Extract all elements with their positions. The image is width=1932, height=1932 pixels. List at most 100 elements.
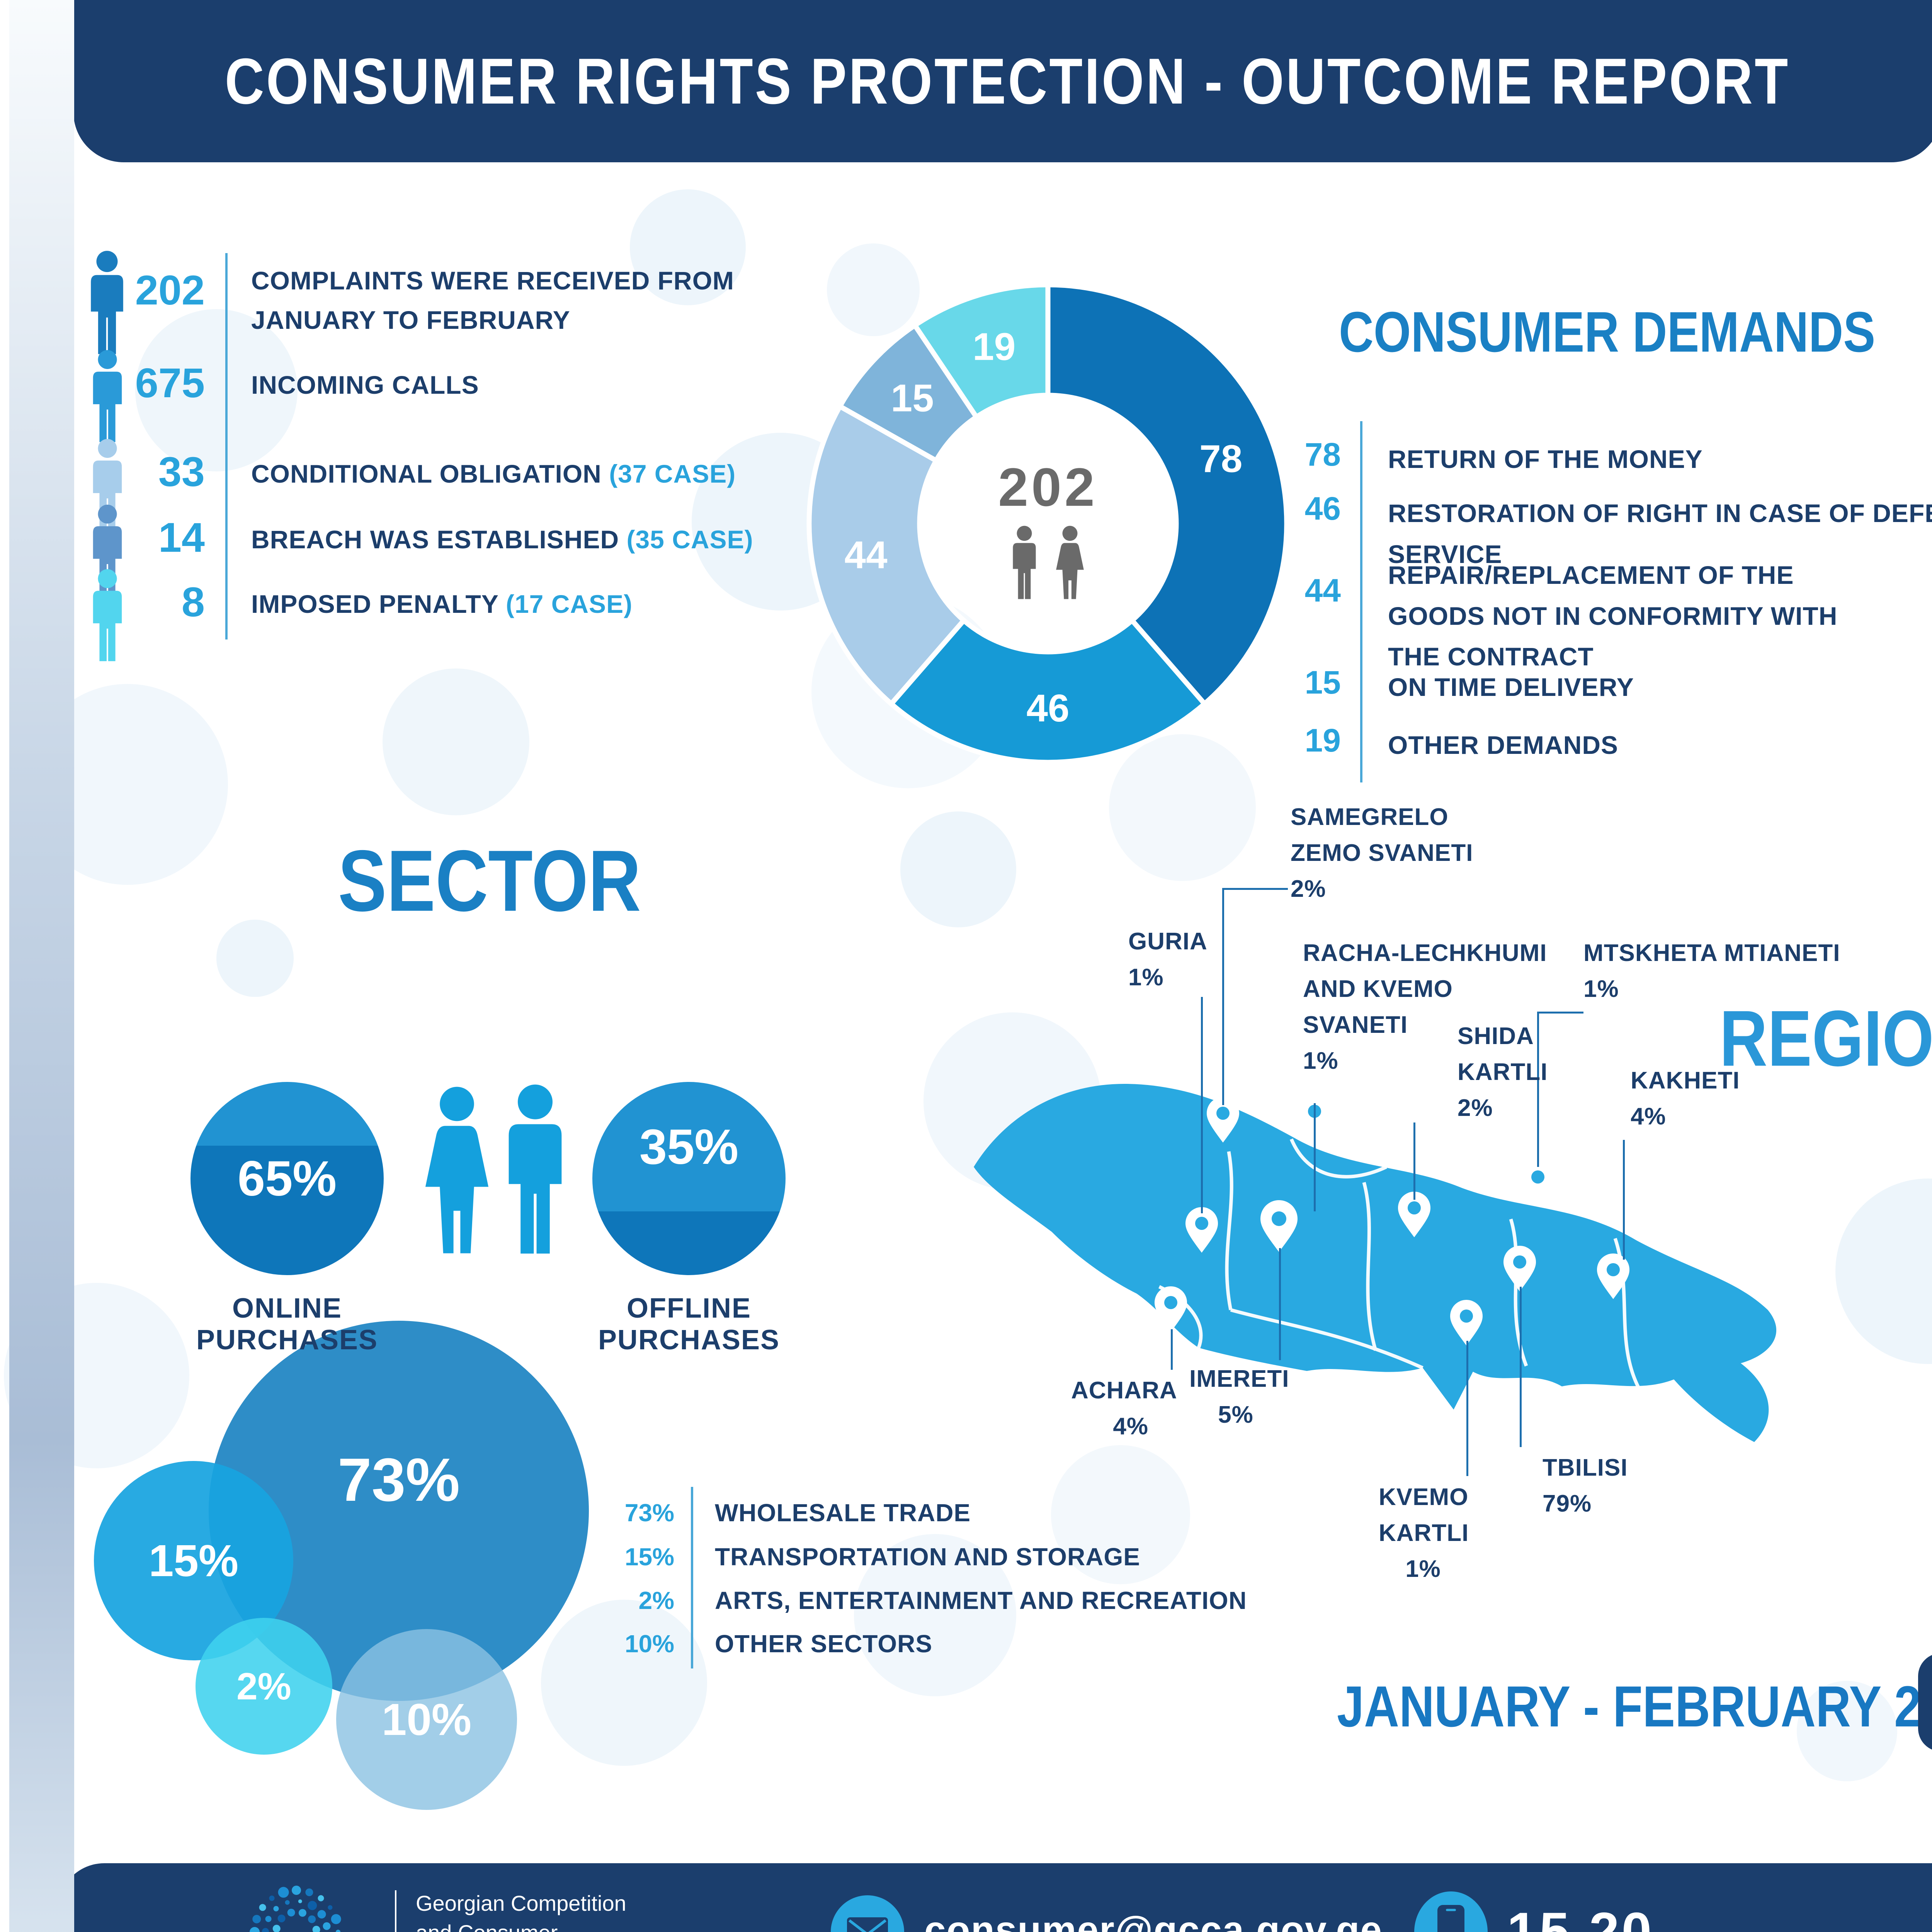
hotline-number: 15 20 [1507,1901,1654,1932]
region-label-samegrelo: SAMEGRELO ZEMO SVANETI 2% [1291,804,1473,902]
leader-line [1537,1012,1583,1014]
stat-value: 675 [135,359,205,406]
region-label-kakheti: KAKHETI 4% [1631,1067,1740,1130]
demand-label: RETURN OF THE MONEY [1388,445,1703,473]
legend-value: 73% [624,1499,674,1527]
man-icon [500,1084,570,1258]
donut-value-label: 46 [1026,687,1069,730]
map-pin [1522,1161,1554,1206]
stat-label: BREACH WAS ESTABLISHED (35 CASE) [251,525,753,554]
leader-line [1201,997,1203,1213]
stat-value: 202 [135,267,205,313]
decor-circle [1835,1179,1932,1364]
leader-line [1279,1248,1281,1360]
online-percent: 65% [237,1151,337,1206]
region-label-kvemo-kartli: KVEMO KARTLI 1% [1379,1484,1469,1582]
stat-label: IMPOSED PENALTY (17 CASE) [251,590,633,618]
region-label-guria: GURIA 1% [1128,928,1208,991]
demands-donut-chart: 78 46 44 15 19 [806,282,1289,765]
decor-circle [827,243,920,336]
leader-line [1222,889,1224,1105]
case-note: (17 CASE) [506,590,633,618]
donut-center: 202 [920,456,1175,618]
stat-label: INCOMING CALLS [251,371,479,399]
legend-label: TRANSPORTATION AND STORAGE [715,1543,1140,1571]
leader-line [1314,1103,1316,1211]
stat-label: CONDITIONAL OBLIGATION (37 CASE) [251,459,736,488]
demand-value: 15 [1304,664,1341,701]
leader-line [1623,1140,1625,1260]
map-pin [1450,1300,1483,1345]
online-purchases-circle: 65% [190,1082,384,1275]
stat-value: 14 [158,514,205,561]
agency-logo [250,1886,341,1932]
donut-segment [912,282,1051,420]
leader-line [1222,888,1288,890]
bubble-arts: 2% [196,1618,332,1755]
legend-label: WHOLESALE TRADE [715,1499,971,1527]
offline-purchases-circle: 35% [592,1082,786,1275]
decor-circle [135,309,298,471]
woman-icon [1053,526,1087,601]
decor-circle [383,668,529,815]
leader-line [1520,1287,1522,1447]
legend-label: OTHER SECTORS [715,1630,932,1658]
georgia-map [974,1084,1777,1442]
report-period: JANUARY - FEBRUARY 2025 [1337,1674,1932,1739]
donut-segment [889,618,1207,765]
region-label-tbilisi: TBILISI 79% [1543,1454,1628,1517]
stat-label: COMPLAINTS WERE RECEIVED FROM JANUARY TO… [251,266,735,335]
map-pin [1398,1192,1430,1237]
case-note: (35 CASE) [626,525,753,554]
demand-label: OTHER DEMANDS [1388,731,1619,759]
case-note: (37 CASE) [609,459,736,488]
region-label-racha: RACHA-LECHKHUMI AND KVEMO SVANETI 1% [1303,940,1547,1074]
sector-title: SECTOR [338,832,641,929]
decor-circle [1109,734,1256,881]
map-pin [1503,1246,1536,1291]
decor-circle [854,1534,1016,1696]
map-pin [1207,1097,1239,1143]
demand-label: REPAIR/REPLACEMENT OF THE GOODS NOT IN C… [1388,561,1838,671]
donut-segment [1045,282,1289,706]
total-complaints: 202 [998,457,1098,517]
legend-label: ARTS, ENTERTAINMENT AND RECREATION [715,1587,1247,1614]
agency-name: Georgian Competition and Consumer Agency [416,1891,626,1932]
man-icon [1009,526,1040,601]
footer-bar [58,1863,1932,1932]
map-pin [1260,1200,1298,1252]
email-link[interactable]: consumer@gcca.gov.ge [924,1908,1383,1932]
decor-circle [216,920,294,997]
bubble-other: 10% [336,1629,517,1810]
donut-value-label: 15 [891,376,934,420]
region-label-mtskheta: MTSKHETA MTIANETI 1% [1583,940,1840,1002]
demand-value: 78 [1304,436,1341,473]
region-title: REGION [1719,994,1932,1083]
legend-divider [691,1487,693,1668]
side-tab [1918,1653,1932,1752]
demand-value: 44 [1304,572,1341,609]
stats-divider [225,253,228,639]
decor-circle [541,1600,707,1766]
consumer-demands-title: CONSUMER DEMANDS [1339,300,1876,364]
leader-line [1466,1341,1468,1476]
decor-circle [900,811,1016,927]
decor-circle [630,189,746,305]
map-pin [1185,1207,1218,1253]
demands-divider [1360,421,1362,782]
legend-value: 15% [624,1543,674,1571]
donut-value-label: 19 [973,325,1015,369]
leader-line [1171,1329,1173,1370]
logo-divider [395,1890,396,1932]
region-label-shida-kartli: SHIDA KARTLI 2% [1458,1023,1548,1121]
region-borders [1158,1138,1640,1388]
map-pins [1155,1095,1629,1345]
decor-circle [1051,1445,1190,1584]
stat-value: 8 [181,578,205,625]
left-gradient-strip [9,0,74,1932]
donut-value-label: 44 [844,533,888,577]
leader-line [1537,1012,1539,1167]
region-label-imereti: IMERETI 5% [1189,1366,1289,1428]
region-label-achara: ACHARA 4% [1071,1377,1177,1440]
demand-label: RESTORATION OF RIGHT IN CASE OF DEFECTIV… [1388,499,1932,568]
